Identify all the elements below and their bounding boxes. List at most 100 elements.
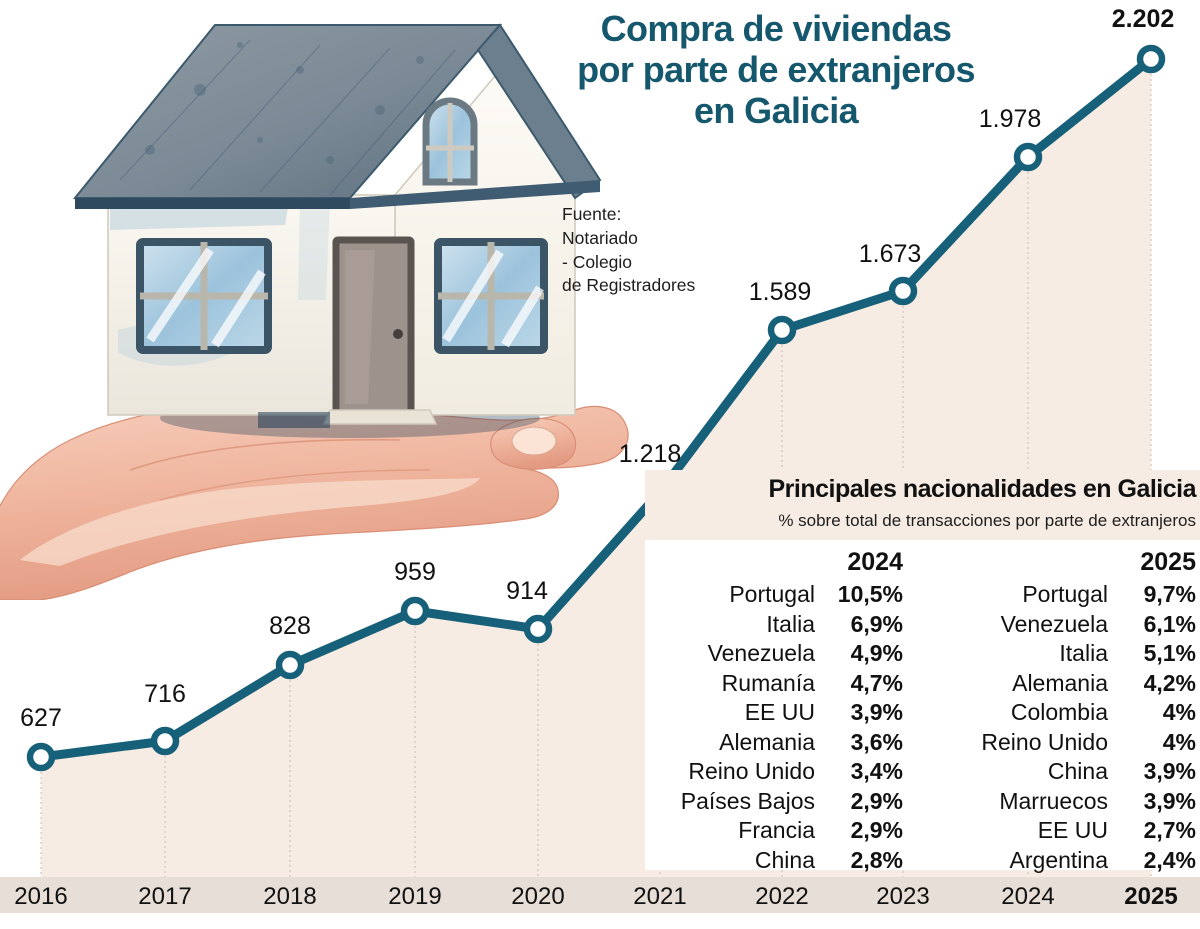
x-tick-2016: 2016 — [14, 883, 68, 910]
x-tick-2019: 2019 — [388, 883, 442, 910]
country-pct: 3,6% — [850, 728, 903, 755]
data-point-2016 — [26, 742, 56, 772]
value-label-2024: 1.978 — [978, 105, 1042, 133]
country-name: Venezuela — [707, 640, 815, 666]
source-line-3: - Colegio — [562, 251, 633, 272]
country-name: Francia — [738, 817, 815, 843]
country-pct: 4,2% — [1143, 669, 1196, 696]
x-tick-2023: 2023 — [876, 883, 930, 910]
value-label-2022: 1.589 — [748, 278, 812, 306]
title-line-1: Compra de viviendas — [600, 8, 952, 49]
value-label-2023: 1.673 — [858, 240, 922, 268]
country-pct: 6,1% — [1143, 610, 1196, 637]
x-tick-2018: 2018 — [263, 883, 317, 910]
country-name: Reino Unido — [981, 728, 1108, 755]
chart-line — [36, 54, 1156, 762]
table-row: Alemania 4,2% — [938, 670, 1200, 700]
table-row: Venezuela 6,1% — [938, 611, 1200, 641]
country-pct: 4% — [1162, 728, 1196, 755]
country-pct: 2,8% — [850, 846, 903, 873]
table-row: Portugal 10,5% — [645, 581, 907, 611]
country-pct: 4% — [1162, 699, 1196, 725]
country-name: Portugal — [1022, 581, 1108, 607]
table-row: Rumanía 4,7% — [645, 670, 907, 700]
table-column-2025: 2025 Portugal 9,7% Venezuela 6,1% Italia… — [938, 540, 1200, 876]
data-point-2019 — [400, 596, 430, 626]
data-point-2022 — [767, 315, 797, 345]
value-label-2019: 959 — [394, 558, 436, 586]
country-name: China — [754, 846, 815, 873]
country-pct: 3,9% — [1143, 758, 1196, 784]
table-row: Colombia 4% — [938, 699, 1200, 729]
data-point-2017 — [150, 726, 180, 756]
x-tick-2025: 2025 — [1124, 883, 1178, 910]
country-pct: 10,5% — [837, 581, 903, 607]
country-name: Países Bajos — [680, 787, 815, 814]
value-label-2018: 828 — [269, 612, 311, 640]
table-row: Marruecos 3,9% — [938, 788, 1200, 818]
country-pct: 2,7% — [1143, 817, 1196, 843]
table-row: Alemania 3,6% — [645, 729, 907, 759]
country-name: Italia — [1059, 640, 1108, 666]
value-label-2025: 2.202 — [1111, 5, 1175, 33]
panel-title: Principales nacionalidades en Galicia — [768, 475, 1196, 503]
country-name: Rumanía — [721, 669, 815, 696]
title-line-2: por parte de extranjeros — [577, 49, 975, 91]
x-axis: 2016 2017 2018 2019 2020 2021 2022 2023 … — [0, 877, 1200, 913]
column-header-2024: 2024 — [847, 548, 903, 576]
value-label-2020: 914 — [506, 577, 548, 605]
x-tick-2021: 2021 — [633, 883, 687, 910]
country-pct: 2,9% — [850, 817, 903, 843]
column-header-2025: 2025 — [1140, 548, 1196, 576]
country-name: Portugal — [729, 581, 815, 607]
table-row: Venezuela 4,9% — [645, 640, 907, 670]
table-row: Países Bajos 2,9% — [645, 788, 907, 818]
data-point-2018 — [275, 650, 305, 680]
country-name: EE UU — [744, 699, 815, 725]
country-name: Reino Unido — [688, 758, 815, 784]
house-illustration — [72, 23, 602, 428]
data-point-2025 — [1136, 44, 1166, 74]
country-pct: 6,9% — [850, 610, 903, 637]
country-name: Italia — [766, 610, 815, 637]
country-pct: 2,4% — [1143, 846, 1196, 873]
country-pct: 5,1% — [1143, 640, 1196, 666]
title-line-3: en Galicia — [693, 90, 859, 132]
table-row: China 3,9% — [938, 758, 1200, 788]
x-tick-2020: 2020 — [511, 883, 565, 910]
country-name: China — [1047, 758, 1108, 784]
source-line-2: Notariado — [562, 227, 638, 248]
x-tick-2024: 2024 — [1001, 883, 1055, 910]
x-tick-2022: 2022 — [755, 883, 809, 910]
panel-body: 2024 Portugal 10,5% Italia 6,9% Venezuel… — [645, 540, 1200, 873]
data-point-2020 — [523, 614, 553, 644]
page-title: Compra de viviendas por parte de extranj… — [536, 8, 1016, 131]
table-row: Reino Unido 4% — [938, 729, 1200, 759]
source-line-1: Fuente: — [562, 204, 622, 224]
country-pct: 3,9% — [850, 699, 903, 725]
table-row: Portugal 9,7% — [938, 581, 1200, 611]
table-row: China 2,8% — [645, 847, 907, 877]
country-pct: 4,9% — [850, 640, 903, 666]
nationalities-panel: Principales nacionalidades en Galicia % … — [645, 470, 1200, 873]
table-row: Reino Unido 3,4% — [645, 758, 907, 788]
data-point-2024 — [1013, 142, 1043, 172]
country-name: Alemania — [1012, 669, 1108, 696]
country-name: Marruecos — [999, 787, 1108, 814]
source-note: Fuente: Notariado - Colegio de Registrad… — [562, 203, 742, 298]
country-name: Venezuela — [1000, 610, 1108, 637]
house-in-hand-illustration — [0, 23, 629, 600]
table-column-2024: 2024 Portugal 10,5% Italia 6,9% Venezuel… — [645, 540, 907, 876]
country-name: Alemania — [719, 728, 815, 755]
country-pct: 9,7% — [1143, 581, 1196, 607]
country-name: Colombia — [1010, 699, 1108, 725]
x-tick-2017: 2017 — [138, 883, 192, 910]
table-row: Italia 5,1% — [938, 640, 1200, 670]
table-row: Argentina 2,4% — [938, 847, 1200, 877]
country-pct: 3,4% — [850, 758, 903, 784]
value-label-2016: 627 — [20, 704, 62, 732]
table-row: Francia 2,9% — [645, 817, 907, 847]
country-name: Argentina — [1009, 846, 1108, 873]
country-pct: 4,7% — [850, 669, 903, 696]
value-label-2021: 1.218 — [618, 440, 682, 468]
